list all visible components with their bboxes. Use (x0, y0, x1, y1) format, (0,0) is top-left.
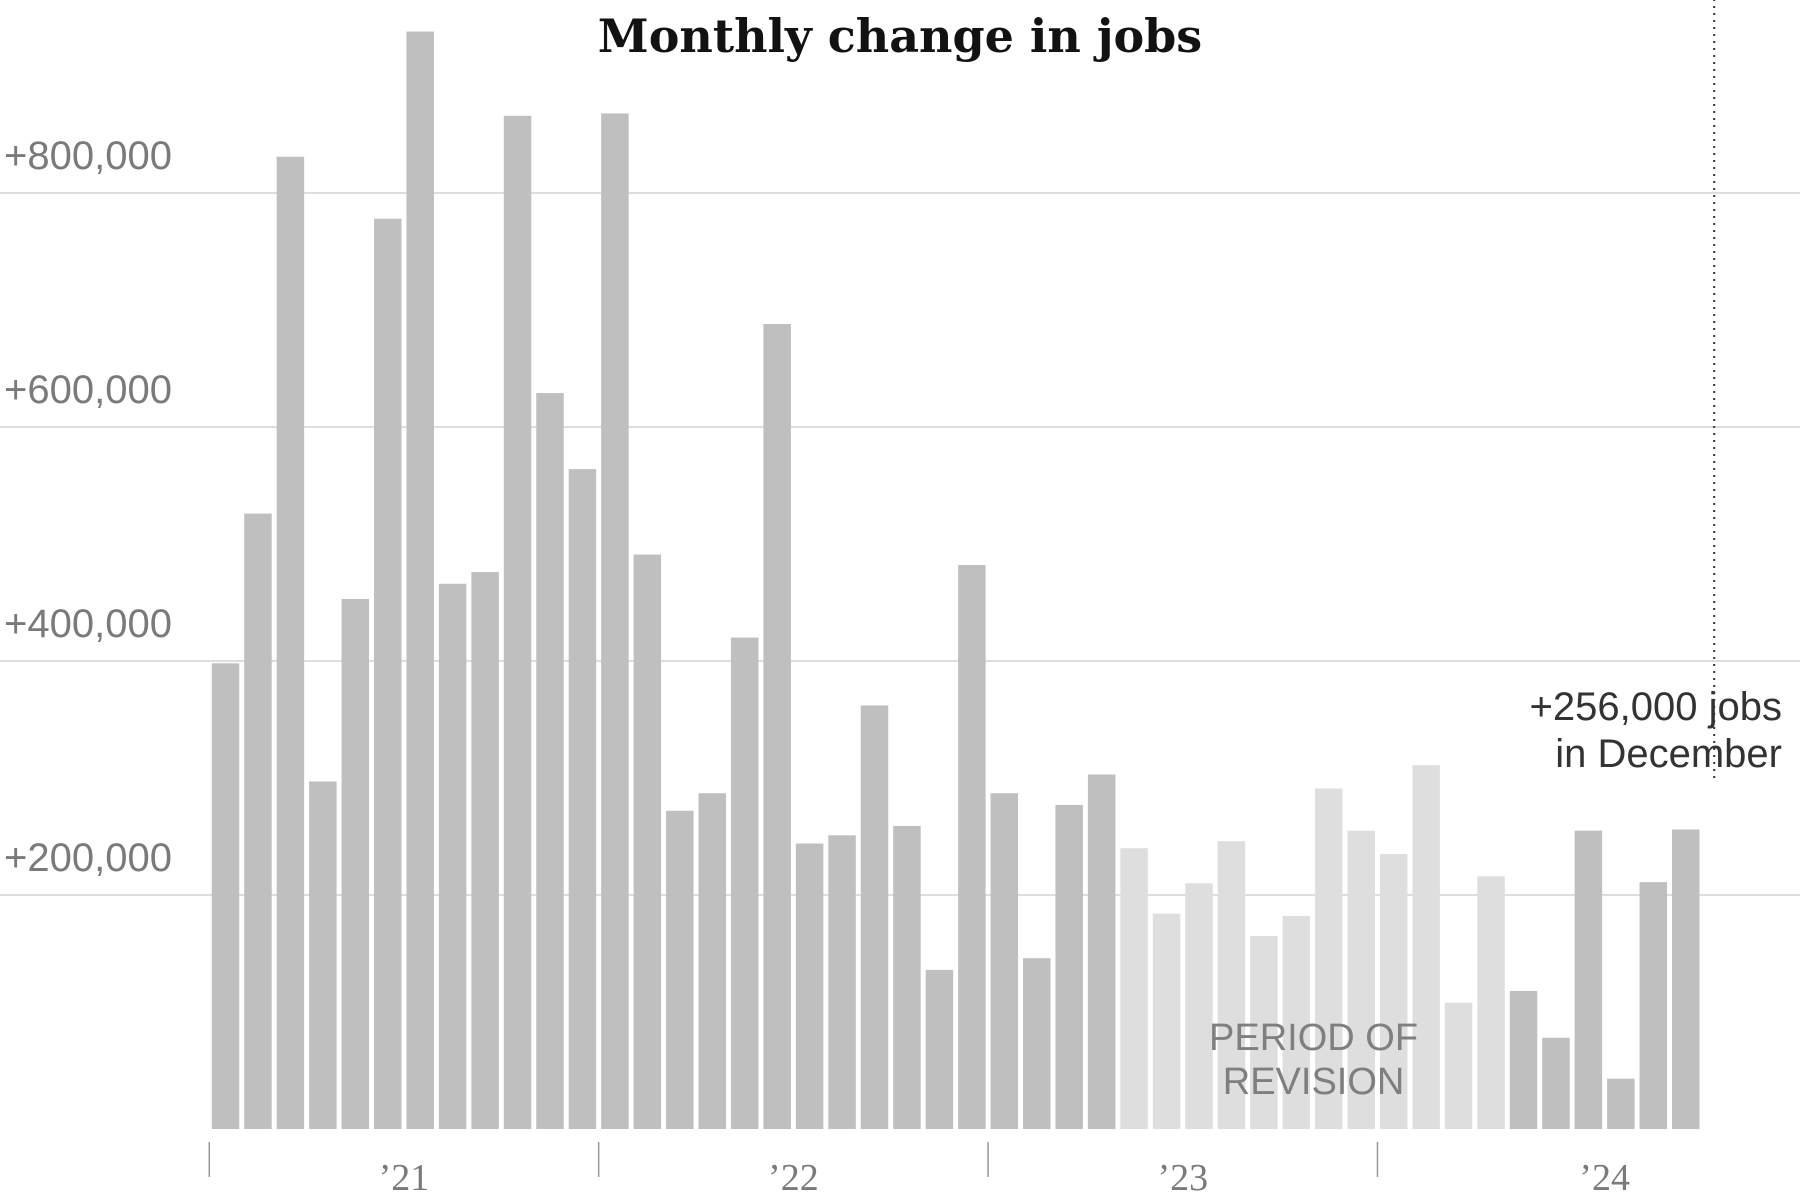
bar-2024-03 (1477, 876, 1505, 1129)
bar-2021-12 (601, 113, 629, 1129)
bar-2021-10 (536, 393, 564, 1129)
bar-2023-08 (1250, 935, 1278, 1129)
bar-2021-03 (309, 781, 337, 1129)
bar-2022-06 (795, 843, 824, 1129)
bar-2020-12 (211, 663, 240, 1129)
bar-2024-01 (1412, 765, 1440, 1129)
bar-2023-01 (1023, 958, 1051, 1129)
bar-2022-08 (860, 705, 889, 1129)
bars (211, 31, 1700, 1130)
bar-2023-06 (1185, 883, 1213, 1129)
bar-2023-02 (1055, 804, 1083, 1129)
revision-label-line: REVISION (1223, 1061, 1405, 1103)
y-tick-label: +600,000 (4, 368, 172, 412)
bar-2023-05 (1152, 913, 1181, 1129)
revision-label-line: PERIOD OF (1209, 1017, 1418, 1059)
x-axis: ’21 ’22 ’23 ’24 (208, 1142, 1630, 1199)
bar-2023-12 (1379, 854, 1408, 1129)
bar-2022-07 (828, 835, 856, 1129)
year-label: ’23 (1157, 1157, 1208, 1199)
bar-2022-01 (633, 554, 662, 1129)
bar-2022-03 (698, 793, 726, 1129)
y-tick-label: +200,000 (4, 836, 172, 880)
bar-2023-11 (1347, 830, 1375, 1129)
bar-2024-09 (1672, 829, 1700, 1129)
year-label: ’21 (379, 1157, 430, 1199)
year-label: ’24 (1579, 1157, 1630, 1199)
bar-2023-10 (1315, 788, 1343, 1129)
bar-2023-03 (1087, 774, 1116, 1129)
bar-2021-04 (341, 598, 370, 1129)
chart-title: Monthly change in jobs (598, 9, 1202, 63)
bar-2021-11 (568, 469, 597, 1129)
bar-2023-07 (1217, 841, 1246, 1129)
bar-2023-09 (1282, 916, 1311, 1129)
bar-2022-04 (730, 637, 759, 1129)
year-label: ’22 (768, 1157, 819, 1199)
bar-2024-08 (1639, 882, 1668, 1129)
bar-2022-12 (990, 793, 1019, 1129)
y-tick-label: +800,000 (4, 134, 172, 178)
y-tick-label: +400,000 (4, 602, 172, 646)
bar-2022-05 (763, 324, 791, 1129)
bar-2021-09 (503, 115, 532, 1129)
bar-2022-10 (925, 969, 954, 1129)
bar-2024-02 (1444, 1002, 1473, 1129)
bar-2024-04 (1509, 990, 1538, 1129)
bar-2022-02 (666, 810, 694, 1129)
bar-2022-11 (958, 565, 986, 1129)
bar-2021-01 (244, 513, 272, 1129)
callout-text-line: +256,000 jobs (1530, 685, 1782, 729)
bar-2024-06 (1574, 830, 1603, 1129)
bar-2021-05 (374, 218, 402, 1130)
callout-text-line: in December (1555, 732, 1782, 776)
bar-2024-05 (1542, 1037, 1570, 1129)
bar-2021-02 (276, 156, 305, 1130)
bar-2021-06 (406, 31, 434, 1129)
bar-2021-07 (438, 583, 467, 1129)
bar-2023-04 (1120, 848, 1148, 1129)
bar-2024-07 (1607, 1078, 1635, 1129)
y-axis-ticks: +200,000 +400,000 +600,000 +800,000 (4, 134, 172, 880)
bar-2022-09 (893, 825, 921, 1129)
bar-2021-08 (471, 572, 499, 1129)
